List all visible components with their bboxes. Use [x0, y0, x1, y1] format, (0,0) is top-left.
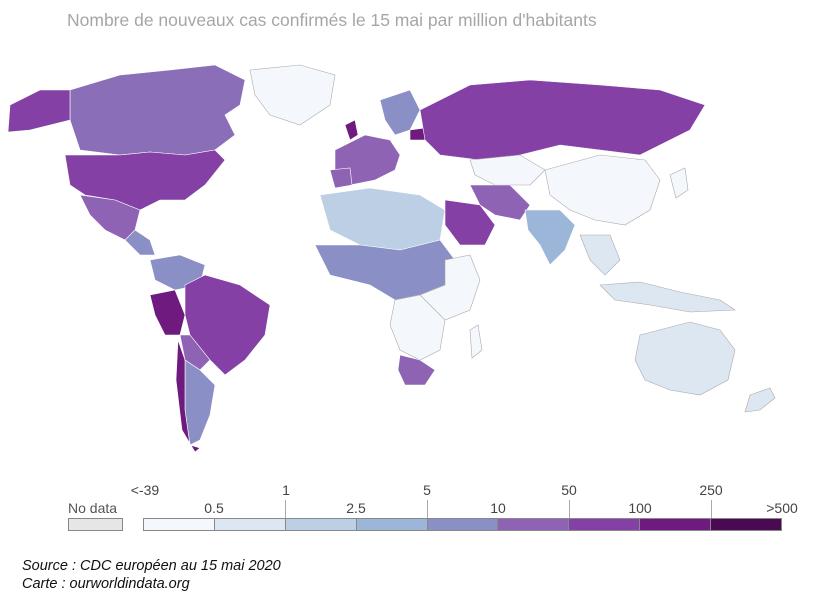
region-chile[interactable] — [175, 339, 201, 453]
region-saudi-arabia[interactable] — [444, 199, 496, 246]
map-legend: No data <-39 0.5 1 2.5 5 10 50 100 250 >… — [0, 478, 817, 538]
legend-tick-label: <-39 — [130, 482, 160, 498]
region-alaska[interactable] — [7, 89, 71, 133]
no-data-label: No data — [68, 500, 118, 516]
source-line: Source : CDC européen au 15 mai 2020 — [22, 558, 281, 574]
legend-bin-6[interactable] — [498, 519, 570, 530]
legend-tick-label: 0.5 — [204, 500, 224, 516]
legend-tick-label: >500 — [766, 500, 798, 516]
region-uk[interactable] — [344, 119, 359, 141]
legend-tick-line — [285, 500, 286, 518]
region-scandinavia[interactable] — [379, 89, 421, 136]
region-iberia[interactable] — [329, 167, 353, 189]
legend-tick-label: 10 — [490, 500, 506, 516]
region-central-america[interactable] — [124, 229, 156, 256]
map-credit-line: Carte : ourworldindata.org — [22, 576, 190, 592]
world-choropleth-map — [7, 64, 776, 453]
region-russia[interactable] — [419, 79, 706, 161]
map-title: Nombre de nouveaux cas confirmés le 15 m… — [67, 10, 597, 30]
region-new-zealand[interactable] — [744, 387, 776, 413]
legend-tick-line — [427, 500, 428, 518]
region-southern-africa[interactable] — [389, 294, 446, 361]
legend-bin-3[interactable] — [285, 519, 357, 530]
legend-bin-1[interactable] — [144, 519, 215, 530]
region-belarus[interactable] — [409, 127, 426, 141]
legend-bin-2[interactable] — [214, 519, 286, 530]
region-usa[interactable] — [64, 149, 226, 211]
region-indonesia[interactable] — [599, 281, 736, 313]
legend-tick-label: 50 — [561, 482, 577, 498]
region-kazakhstan[interactable] — [469, 154, 546, 186]
region-peru[interactable] — [149, 289, 186, 336]
legend-tick-label: 1 — [282, 482, 290, 498]
legend-tick-label: 250 — [699, 482, 723, 498]
color-scale-bar — [143, 518, 782, 531]
legend-tick-line — [711, 500, 712, 518]
region-argentina[interactable] — [184, 359, 216, 446]
legend-bin-7[interactable] — [569, 519, 641, 530]
region-japan[interactable] — [669, 167, 689, 199]
source-note: Source : CDC européen au 15 mai 2020 Car… — [22, 557, 281, 593]
region-canada[interactable] — [69, 64, 246, 156]
region-brazil[interactable] — [184, 274, 271, 376]
legend-tick-label: 5 — [423, 482, 431, 498]
region-madagascar[interactable] — [469, 324, 483, 359]
legend-bin-4[interactable] — [356, 519, 428, 530]
region-north-africa[interactable] — [319, 187, 446, 251]
legend-tick-line — [569, 500, 570, 518]
region-southeast-asia[interactable] — [579, 234, 621, 276]
no-data-swatch[interactable] — [68, 518, 123, 531]
region-greenland[interactable] — [249, 64, 336, 126]
legend-bin-8[interactable] — [640, 519, 712, 530]
region-south-africa[interactable] — [397, 354, 436, 386]
legend-tick-label: 100 — [628, 500, 652, 516]
region-australia[interactable] — [634, 321, 736, 396]
legend-tick-label: 2.5 — [346, 500, 366, 516]
legend-bin-5[interactable] — [427, 519, 499, 530]
region-bolivia-paraguay[interactable] — [179, 334, 211, 371]
region-china[interactable] — [544, 154, 661, 226]
region-india[interactable] — [524, 209, 576, 266]
legend-bin-9[interactable] — [711, 519, 782, 530]
